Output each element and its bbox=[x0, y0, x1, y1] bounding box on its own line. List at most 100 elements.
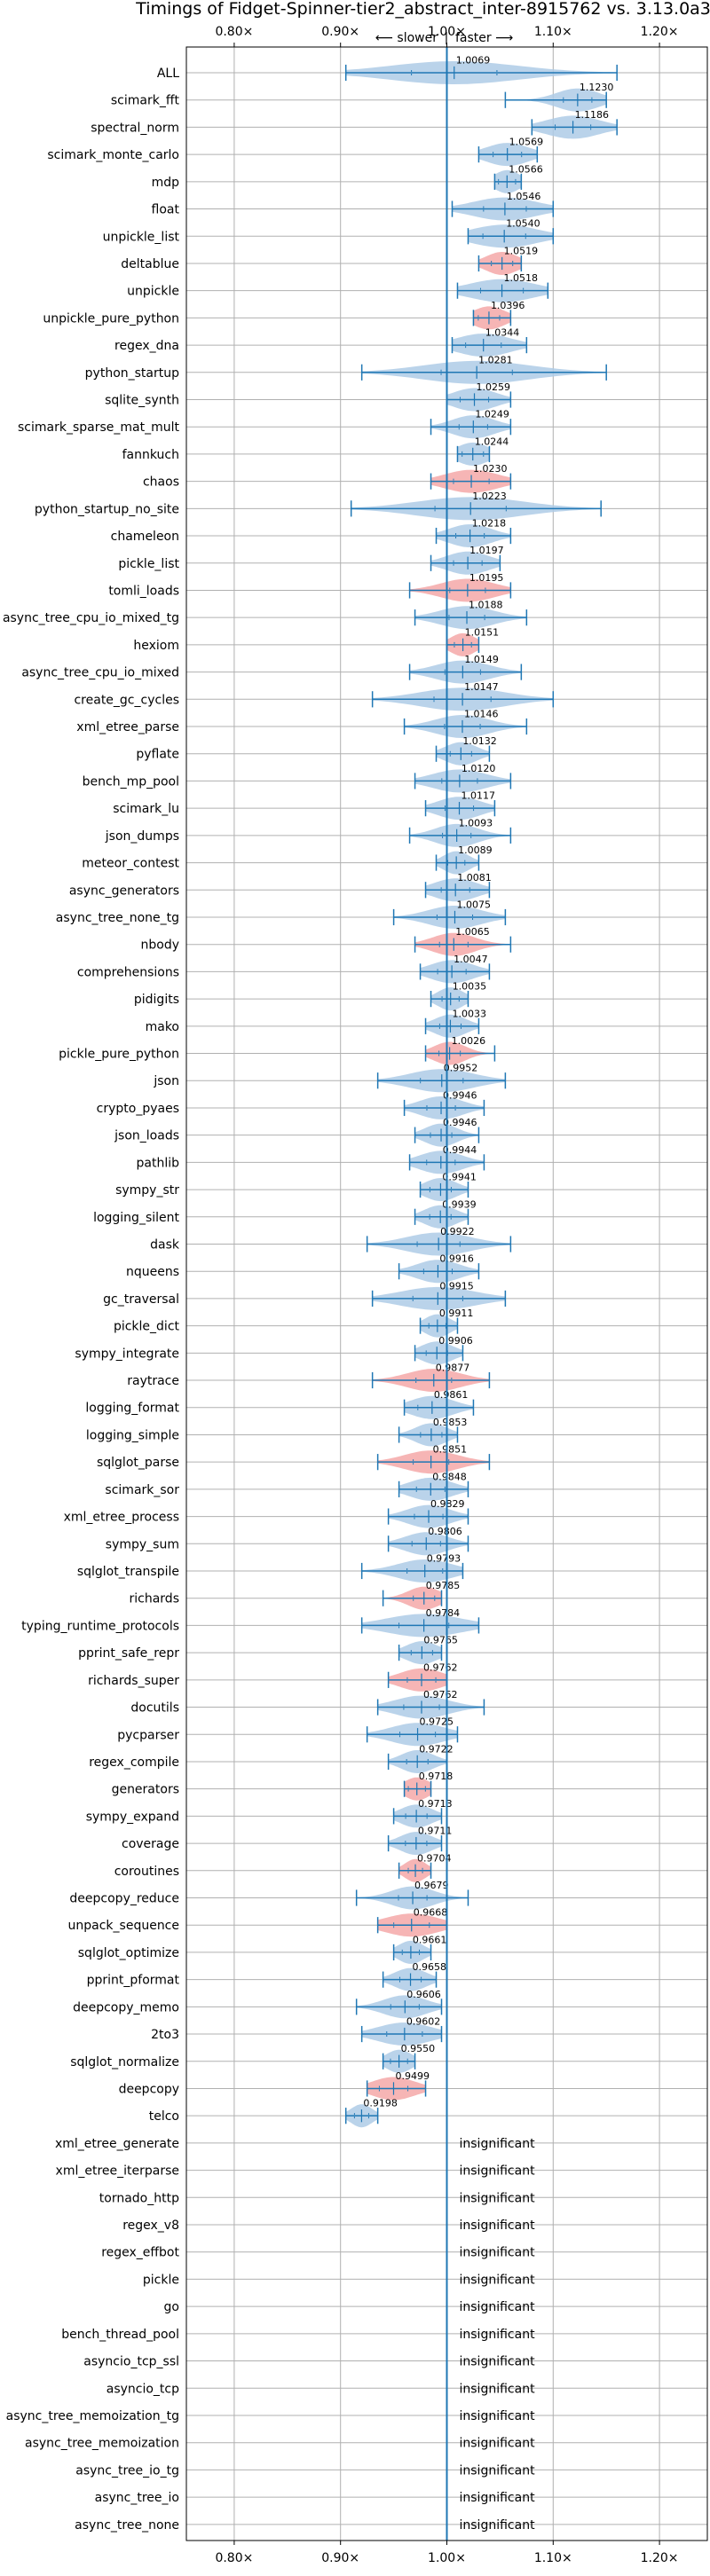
benchmark-label: python_startup_no_site bbox=[35, 502, 179, 516]
benchmark-label: nbody bbox=[141, 939, 180, 953]
violin-group: 0.9602 bbox=[360, 2016, 443, 2046]
benchmark-label: sympy_expand bbox=[86, 1810, 179, 1824]
insignificant-label: insignificant bbox=[460, 2219, 536, 2233]
mean-value-label: 1.0132 bbox=[462, 735, 497, 747]
violin-group: 0.9851 bbox=[376, 1444, 491, 1474]
violin-group: 0.9785 bbox=[382, 1580, 461, 1610]
violin-group: 1.0518 bbox=[456, 272, 549, 302]
violin-group: 1.0540 bbox=[467, 218, 555, 248]
mean-value-label: 0.9906 bbox=[438, 1335, 473, 1347]
mean-value-label: 1.0188 bbox=[469, 600, 503, 611]
violin-group: 1.0519 bbox=[477, 245, 538, 275]
violin-group: 0.9915 bbox=[371, 1280, 507, 1310]
benchmark-label: fannkuch bbox=[122, 448, 179, 462]
benchmark-label: go bbox=[164, 2300, 179, 2314]
violin-group: 0.9829 bbox=[387, 1498, 469, 1528]
violin-group: 0.9861 bbox=[403, 1389, 475, 1419]
mean-value-label: 1.0075 bbox=[456, 899, 491, 910]
insignificant-label: insignificant bbox=[460, 2137, 536, 2151]
mean-value-label: 1.0151 bbox=[465, 626, 500, 638]
violin-group: 1.0566 bbox=[493, 163, 543, 193]
benchmark-label: scimark_sparse_mat_mult bbox=[18, 420, 179, 435]
benchmark-label: pycparser bbox=[117, 1728, 179, 1742]
violin-group: 1.0223 bbox=[350, 491, 602, 521]
x-tick-label-bottom: 0.80× bbox=[215, 2551, 253, 2565]
benchmark-label: scimark_lu bbox=[113, 802, 179, 816]
x-axis-ticks: 0.80× 0.80× 0.90× 0.90× 1.00× 1.00× 1.10× 1.10×… bbox=[215, 25, 678, 2565]
mean-value-label: 1.0065 bbox=[455, 926, 490, 938]
mean-value-label: 0.9784 bbox=[426, 1607, 461, 1619]
violin-group: 1.0147 bbox=[371, 681, 555, 711]
mean-value-label: 1.0546 bbox=[507, 191, 541, 202]
mean-value-label: 0.9861 bbox=[434, 1389, 469, 1401]
benchmark-label: bench_thread_pool bbox=[61, 2328, 179, 2342]
mean-value-label: 0.9765 bbox=[423, 1635, 458, 1646]
violin-group: 0.9198 bbox=[344, 2098, 398, 2128]
mean-value-label: 1.0026 bbox=[452, 1035, 486, 1047]
mean-value-label: 1.0518 bbox=[504, 272, 539, 284]
benchmark-label: richards_super bbox=[88, 1674, 179, 1688]
mean-value-label: 0.9785 bbox=[426, 1580, 461, 1591]
violin-group: 0.9877 bbox=[371, 1363, 491, 1392]
benchmark-label: raytrace bbox=[127, 1374, 179, 1388]
mean-value-label: 0.9806 bbox=[428, 1526, 462, 1537]
slower-label: ⟵ slower bbox=[375, 31, 438, 45]
mean-value-label: 0.9853 bbox=[433, 1417, 468, 1428]
benchmark-label: chameleon bbox=[111, 530, 179, 544]
mean-value-label: 1.0081 bbox=[457, 872, 492, 884]
benchmark-label: regex_dna bbox=[114, 339, 179, 353]
benchmark-label: async_tree_cpu_io_mixed_tg bbox=[3, 611, 179, 625]
benchmark-label: deepcopy bbox=[119, 2082, 179, 2096]
mean-value-label: 1.0149 bbox=[464, 654, 499, 665]
violin-group: 0.9762 bbox=[376, 1689, 485, 1719]
mean-value-label: 1.0120 bbox=[462, 763, 496, 774]
mean-value-label: 0.9851 bbox=[433, 1444, 467, 1456]
violin-group: 0.9806 bbox=[387, 1526, 469, 1556]
violin-group: 1.0569 bbox=[477, 137, 543, 167]
benchmark-label: json_loads bbox=[114, 1129, 179, 1143]
mean-value-label: 0.9602 bbox=[406, 2016, 441, 2028]
insignificant-label: insignificant bbox=[460, 2246, 536, 2260]
mean-value-label: 0.9944 bbox=[443, 1144, 477, 1156]
violin-group: 1.0089 bbox=[435, 844, 493, 875]
violin-group: 1.0035 bbox=[430, 981, 486, 1011]
benchmark-label: gc_traversal bbox=[103, 1292, 179, 1307]
violin-group: 1.0065 bbox=[414, 926, 512, 956]
benchmark-label: generators bbox=[112, 1783, 179, 1797]
mean-value-label: 1.0223 bbox=[472, 491, 507, 502]
benchmark-label: asyncio_tcp bbox=[106, 2382, 179, 2396]
benchmark-label: scimark_sor bbox=[105, 1483, 179, 1497]
x-tick-label-top: 0.80× bbox=[215, 25, 253, 39]
benchmark-label: asyncio_tcp_ssl bbox=[83, 2355, 179, 2369]
mean-value-label: 1.0218 bbox=[472, 518, 507, 530]
mean-value-label: 0.9499 bbox=[395, 2070, 430, 2082]
benchmark-label: richards bbox=[130, 1592, 180, 1606]
mean-value-label: 1.0033 bbox=[452, 1008, 485, 1019]
violin-group: 0.9952 bbox=[376, 1063, 507, 1093]
insignificant-label: insignificant bbox=[460, 2463, 536, 2478]
mean-value-label: 0.9916 bbox=[439, 1253, 474, 1265]
mean-value-label: 0.9848 bbox=[432, 1471, 467, 1482]
x-tick-label-top: 0.90× bbox=[321, 25, 359, 39]
violin-group: 1.0026 bbox=[424, 1035, 496, 1065]
mean-value-label: 0.9915 bbox=[439, 1280, 474, 1292]
violins: 1.0069 1.1230 1.1186 1.0569 1.0566 1.0546 1.05… bbox=[344, 47, 618, 2541]
violin-group: 0.9922 bbox=[366, 1226, 512, 1256]
benchmark-label: python_startup bbox=[85, 366, 179, 381]
mean-value-label: 1.0147 bbox=[464, 681, 499, 693]
benchmark-label: deepcopy_memo bbox=[73, 2000, 179, 2014]
insignificant-label: insignificant bbox=[460, 2300, 536, 2314]
benchmark-label: nqueens bbox=[126, 1265, 179, 1279]
mean-value-label: 0.9198 bbox=[363, 2098, 398, 2109]
mean-value-label: 0.9711 bbox=[418, 1826, 453, 1837]
violin-group: 1.0151 bbox=[446, 626, 500, 656]
x-tick-label-top: 1.00× bbox=[428, 25, 466, 39]
benchmark-label: async_tree_memoization bbox=[25, 2437, 179, 2451]
benchmark-label: xml_etree_process bbox=[64, 1511, 179, 1525]
violin-group: 1.0188 bbox=[414, 600, 528, 630]
insignificant-label: insignificant bbox=[460, 2328, 536, 2342]
benchmark-label: pprint_safe_repr bbox=[78, 1646, 179, 1661]
violin-group: 1.1186 bbox=[531, 109, 618, 139]
violin-group: 0.9906 bbox=[414, 1335, 473, 1365]
